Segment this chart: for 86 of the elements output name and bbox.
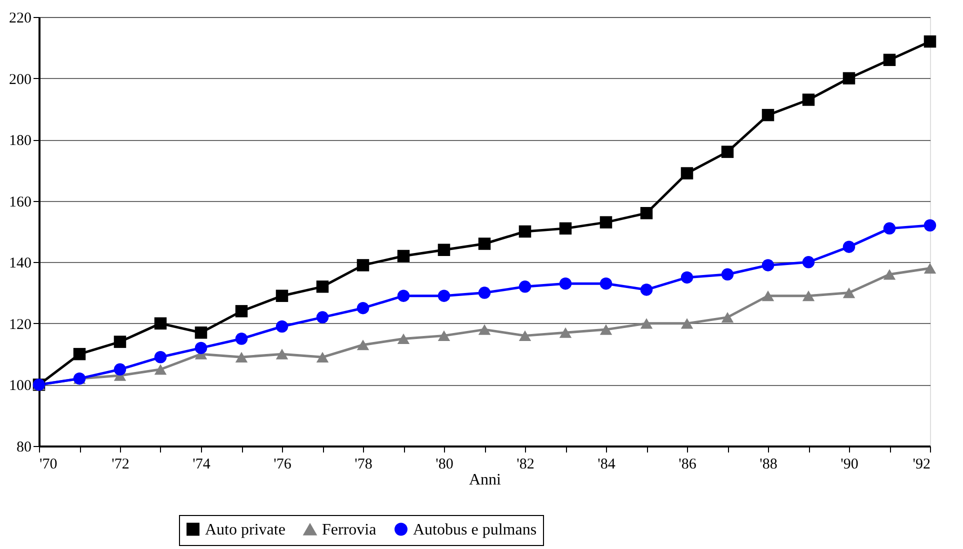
x-axis-title: Anni: [469, 472, 502, 488]
point: [397, 250, 410, 262]
legend-label: Auto private: [205, 521, 286, 538]
point: [194, 326, 208, 339]
point: [276, 320, 288, 333]
point: [438, 244, 450, 256]
point: [600, 324, 612, 335]
point: [518, 330, 532, 341]
point: [883, 54, 896, 66]
point: [478, 286, 491, 299]
point: [680, 318, 694, 329]
point: [600, 277, 612, 290]
point: [842, 287, 856, 298]
y-tick-label: 200: [9, 72, 32, 88]
x-tick-label: '76: [274, 456, 292, 472]
point: [842, 72, 856, 84]
point: [680, 271, 694, 284]
x-tick-label: '88: [760, 456, 778, 472]
point: [235, 352, 248, 362]
y-tick-label: 220: [9, 10, 32, 26]
point: [438, 290, 450, 302]
x-tick-label: '72: [112, 456, 130, 472]
point: [762, 259, 774, 272]
point: [194, 342, 208, 354]
point: [883, 222, 896, 235]
point: [640, 206, 653, 220]
point: [600, 216, 612, 228]
point: [397, 333, 410, 344]
y-tick-label: 140: [9, 256, 32, 272]
x-tick-label: '80: [436, 456, 454, 472]
x-tick-label: '90: [840, 456, 858, 472]
point: [802, 290, 815, 302]
point: [762, 290, 774, 302]
legend-label: Autobus e pulmans: [413, 521, 537, 538]
x-tick-label: '86: [678, 456, 697, 472]
point: [235, 305, 248, 318]
x-tick-label: '92: [912, 456, 930, 472]
point: [924, 262, 936, 274]
point: [316, 280, 329, 293]
point: [559, 222, 572, 235]
point: [356, 259, 370, 272]
x-tick-label: '74: [192, 456, 211, 472]
point: [802, 256, 815, 268]
point: [924, 219, 936, 232]
point: [154, 317, 167, 330]
point: [114, 336, 126, 348]
point: [276, 348, 288, 360]
point: [438, 330, 450, 341]
point: [518, 225, 532, 238]
point: [883, 269, 896, 280]
point: [478, 324, 491, 335]
point: [640, 318, 653, 329]
point: [721, 146, 734, 158]
point: [559, 327, 572, 338]
point: [73, 348, 86, 360]
x-tick-label: '70: [40, 456, 58, 472]
y-tick-label: 180: [9, 133, 32, 150]
y-tick-label: 160: [9, 194, 32, 210]
point: [559, 277, 572, 290]
x-tick-label: '84: [598, 456, 616, 472]
point: [924, 35, 936, 48]
point: [356, 340, 370, 350]
point: [721, 268, 734, 281]
point: [518, 280, 532, 293]
point: [680, 167, 694, 180]
y-tick-label: 120: [9, 316, 32, 333]
point: [316, 352, 329, 362]
y-tick-label: 100: [9, 378, 32, 394]
x-tick-label: '78: [354, 456, 372, 472]
point: [356, 302, 370, 314]
point: [762, 108, 774, 122]
x-tick-label: '82: [516, 456, 534, 472]
point: [114, 363, 126, 376]
point: [154, 364, 167, 375]
point: [154, 351, 167, 364]
point: [316, 311, 329, 324]
point: [478, 238, 491, 250]
point: [721, 312, 734, 323]
point: [842, 240, 856, 253]
legend-label: Ferrovia: [322, 522, 376, 539]
point: [397, 290, 410, 302]
point: [640, 284, 653, 296]
point: [802, 94, 815, 106]
point: [235, 332, 248, 345]
point: [276, 290, 288, 302]
y-tick-label: 80: [16, 440, 32, 456]
